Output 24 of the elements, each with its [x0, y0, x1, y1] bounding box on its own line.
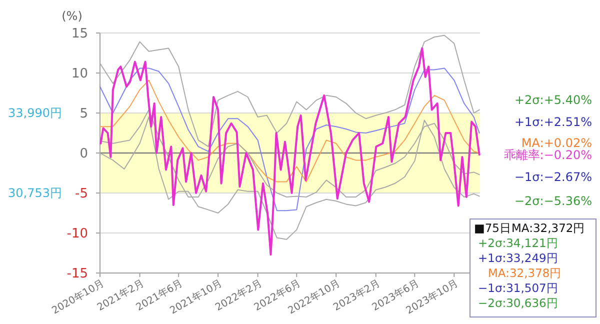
y-tick-label: 15 — [71, 26, 88, 42]
text: +2σ:+5.40% — [514, 93, 592, 108]
y-tick-label: 10 — [71, 66, 88, 82]
y-tick-label: -5 — [75, 186, 88, 202]
text: +1σ:+2.51% — [514, 115, 592, 130]
text: −1σ:−2.67% — [514, 170, 592, 184]
text: −2σ:30,636円 — [478, 296, 558, 310]
y-tick-label: 0 — [80, 146, 88, 162]
annotation: +1σ:33,249円 — [478, 251, 558, 265]
text: −2σ:−5.36% — [514, 194, 592, 208]
y-tick-label: -10 — [66, 226, 88, 242]
annotation: +2σ:34,121円 — [478, 236, 558, 250]
text: 30,753円 — [8, 186, 62, 200]
annotation: ■75日MA:32,372円 — [474, 221, 586, 235]
text: MA:32,378円 — [488, 266, 562, 280]
y-tick-label: -15 — [66, 266, 88, 282]
line-series — [100, 80, 480, 182]
text: −1σ:31,507円 — [478, 281, 558, 295]
y-axis-title: (%) — [62, 9, 82, 23]
text: 乖離率:−0.20% — [504, 148, 592, 162]
y-tick-label: 5 — [80, 106, 88, 122]
line-series — [100, 68, 480, 212]
text: MA:+0.02% — [521, 136, 592, 150]
text: 33,990円 — [8, 106, 62, 120]
